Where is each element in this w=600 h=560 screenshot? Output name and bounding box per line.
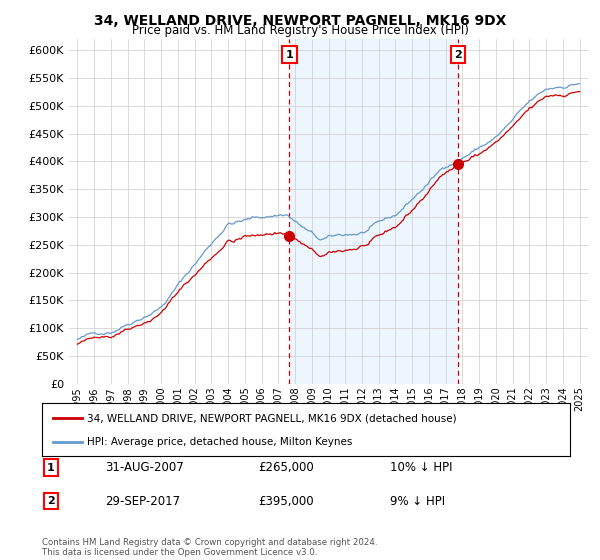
Text: 9% ↓ HPI: 9% ↓ HPI [390,494,445,508]
Text: 10% ↓ HPI: 10% ↓ HPI [390,461,452,474]
Text: 34, WELLAND DRIVE, NEWPORT PAGNELL, MK16 9DX (detached house): 34, WELLAND DRIVE, NEWPORT PAGNELL, MK16… [87,413,457,423]
Text: 29-SEP-2017: 29-SEP-2017 [105,494,180,508]
Text: 2: 2 [47,496,55,506]
Text: Contains HM Land Registry data © Crown copyright and database right 2024.
This d: Contains HM Land Registry data © Crown c… [42,538,377,557]
Text: 34, WELLAND DRIVE, NEWPORT PAGNELL, MK16 9DX: 34, WELLAND DRIVE, NEWPORT PAGNELL, MK16… [94,14,506,28]
Text: 31-AUG-2007: 31-AUG-2007 [105,461,184,474]
Bar [289,39,458,384]
Text: 1: 1 [47,463,55,473]
Text: £395,000: £395,000 [258,494,314,508]
Text: 2: 2 [454,50,462,60]
Text: HPI: Average price, detached house, Milton Keynes: HPI: Average price, detached house, Milt… [87,436,352,446]
Text: £265,000: £265,000 [258,461,314,474]
Text: Price paid vs. HM Land Registry's House Price Index (HPI): Price paid vs. HM Land Registry's House … [131,24,469,37]
Text: 1: 1 [286,50,293,60]
